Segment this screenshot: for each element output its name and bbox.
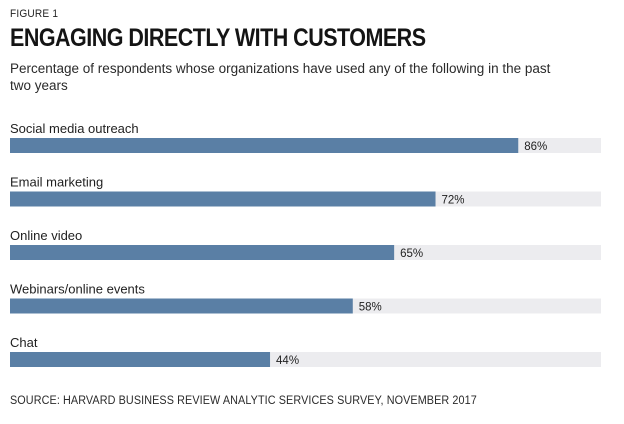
source-note: SOURCE: HARVARD BUSINESS REVIEW ANALYTIC… [10,395,477,407]
value-label: 72% [442,195,465,207]
category-label: Social media outreach [10,121,139,136]
bar-row: Online video 65% [10,228,601,260]
bar [10,138,519,153]
category-label: Email marketing [10,175,103,190]
category-label: Online video [10,228,82,243]
chart-title: ENGAGING DIRECTLY WITH CUSTOMERS [10,24,426,52]
bar-row: Webinars/online events 58% [10,282,601,314]
bar-row: Email marketing 72% [10,175,601,207]
bar [10,352,271,367]
chart-subtitle: Percentage of respondents whose organiza… [10,61,551,93]
bar [10,245,395,260]
bar-row: Chat 44% [10,335,601,367]
value-label: 86% [524,141,547,153]
bar-chart: Social media outreach 86% Email marketing 7… [10,121,601,367]
value-label: 58% [359,302,382,314]
category-label: Webinars/online events [10,282,145,297]
bar [10,191,436,207]
bar-row: Social media outreach 86% [10,121,601,153]
bar [10,298,353,314]
value-label: 44% [276,355,299,367]
value-label: 65% [400,248,423,260]
category-label: Chat [10,335,38,350]
figure-label: FIGURE 1 [10,8,59,20]
